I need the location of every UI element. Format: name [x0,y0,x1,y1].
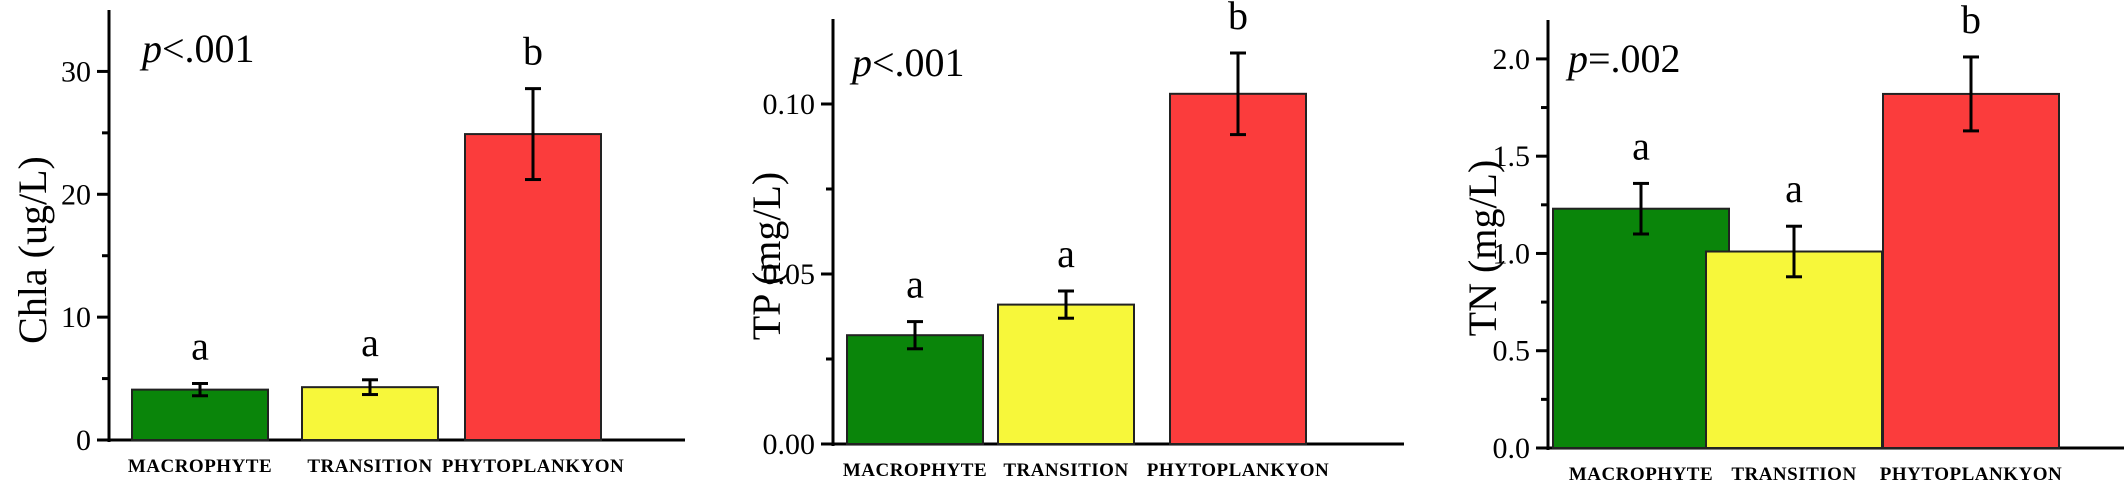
x-tick-label: MACROPHYTE [843,460,987,481]
y-tick-label: 0.10 [763,88,816,121]
x-tick-label: MACROPHYTE [1569,464,1713,484]
error-bar [1963,55,1979,133]
y-tick-label: 0.0 [1493,432,1531,465]
error-bar [192,381,208,398]
significance-letter: a [361,320,379,365]
error-bar [362,378,378,397]
y-axis-label: TN (mg/L) [1460,160,1505,337]
bar-transition [1705,250,1883,449]
error-bar [1230,51,1246,137]
p-value-annotation: p=.002 [1565,36,1681,81]
bar-phytoplankyon [464,133,602,441]
significance-letter: b [1228,0,1248,38]
bar-macrophyte [1552,207,1730,449]
p-value-annotation: p<.001 [849,40,965,85]
chart-panel-chla: Chla (ug/L) p<.001 0 10 20 30 a MACROPHYTE a TR… [10,10,685,477]
x-tick-label: MACROPHYTE [128,456,272,477]
error-bar [525,87,541,182]
p-value-annotation: p<.001 [139,26,255,71]
y-tick-label: 1.5 [1493,140,1531,173]
y-tick-label: 20 [61,178,91,211]
x-tick-label: TRANSITION [1731,464,1856,484]
y-tick-label: 0.00 [763,428,816,461]
y-tick-label: 0.5 [1493,335,1531,368]
y-tick-label: 10 [61,301,91,334]
significance-letter: a [1057,231,1075,276]
bar-phytoplankyon [1882,92,2060,449]
y-tick-label: 0 [76,424,91,457]
y-tick-label: 2.0 [1493,43,1531,76]
significance-letter: a [191,323,209,368]
error-bar [1633,181,1649,236]
y-axis-label: TP (mg/L) [744,172,789,341]
error-bar [907,320,923,351]
x-tick-label: TRANSITION [1003,460,1128,481]
chart-panel-tp: TP (mg/L) p<.001 0.00 0.05 0.10 a MACROPHYTE… [744,0,1404,481]
x-tick-label: PHYTOPLANKYON [1147,460,1329,481]
significance-letter: b [1961,0,1981,42]
bar-phytoplankyon [1169,92,1307,446]
y-tick-label: 1.0 [1493,237,1531,270]
bar-transition [997,303,1135,445]
y-axis-label: Chla (ug/L) [10,156,55,344]
error-bar [1786,224,1802,279]
significance-letter: b [523,29,543,74]
y-tick-label: 0.05 [763,258,816,291]
chart-panel-tn: TN (mg/L) p=.002 0.0 0.5 1.0 1.5 2.0 a MACROPH… [1460,0,2124,484]
x-tick-label: PHYTOPLANKYON [1880,464,2062,484]
x-tick-label: PHYTOPLANKYON [442,456,624,477]
significance-letter: a [906,262,924,307]
y-tick-label: 30 [61,55,91,88]
x-tick-label: TRANSITION [307,456,432,477]
error-bar [1058,289,1074,320]
bar-macrophyte [846,334,984,446]
significance-letter: a [1785,166,1803,211]
significance-letter: a [1632,123,1650,168]
